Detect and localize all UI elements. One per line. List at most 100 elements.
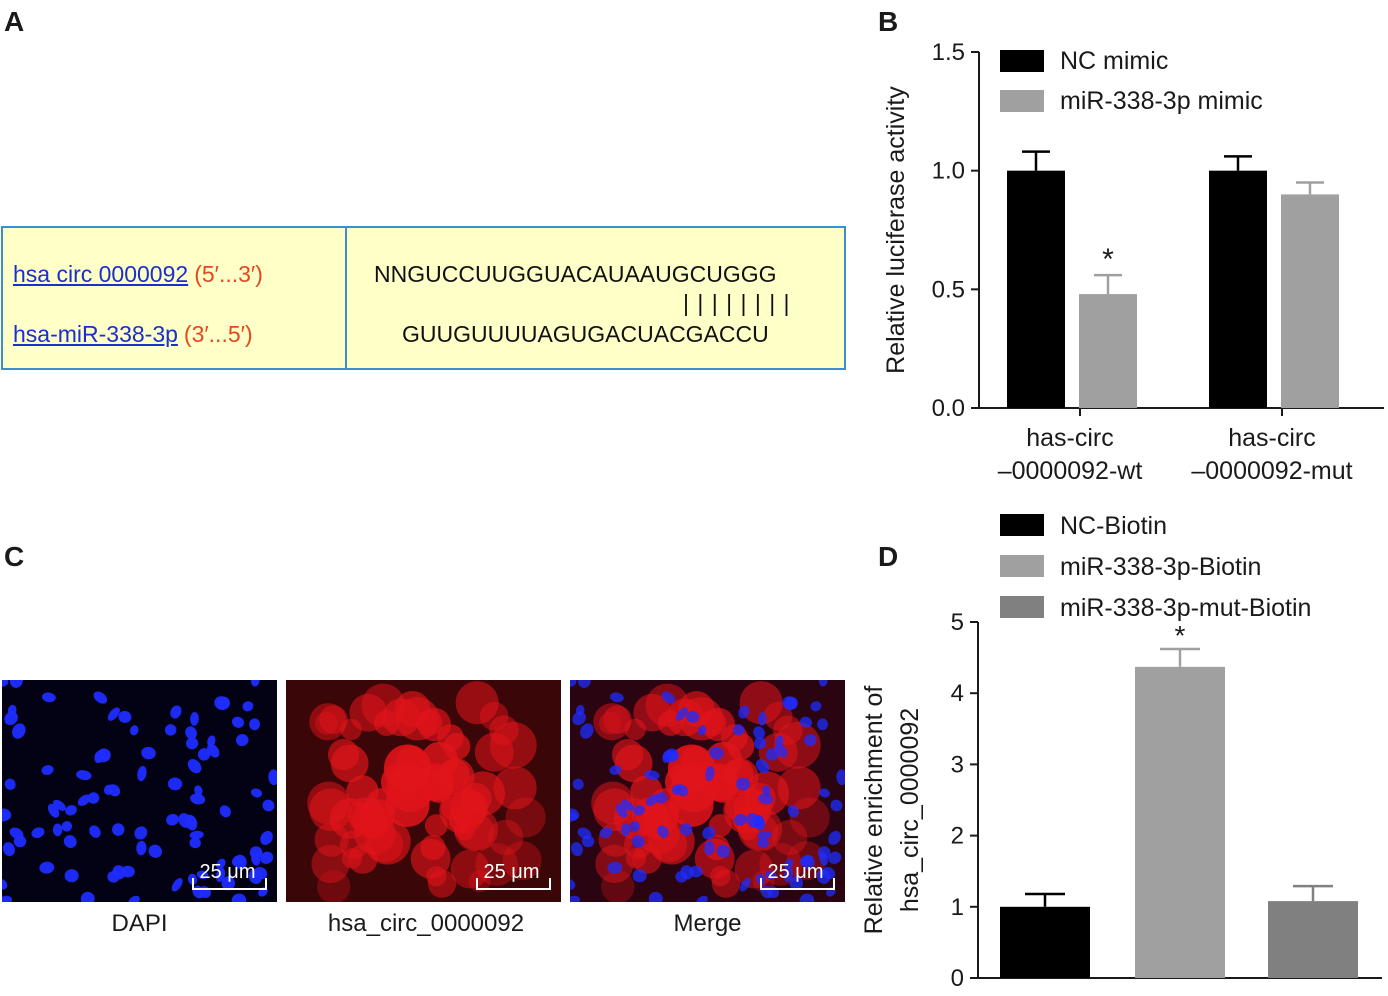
nucleus	[784, 858, 794, 870]
nucleus	[655, 792, 668, 804]
nucleus	[732, 724, 745, 736]
nucleus	[734, 813, 747, 826]
cell-signal	[489, 721, 537, 769]
cell-signal	[385, 782, 430, 827]
enrichment-bar-chart: 0 1 2 3 4 5 Relative enrichment of hsa_circ_000…	[860, 512, 1382, 992]
circrna-sequence: NNGUCCUUGGUACAUAAUGCUGGG	[374, 261, 777, 287]
nucleus	[704, 840, 715, 856]
nucleus	[784, 696, 798, 710]
nucleus	[633, 805, 645, 816]
cell-signal	[611, 738, 644, 771]
legend-label: miR-338-3p mimic	[1060, 87, 1263, 115]
cell-signal	[601, 870, 635, 902]
cell-signal	[443, 733, 471, 760]
cell-signal	[450, 849, 490, 889]
nucleus	[765, 748, 779, 761]
nucleus	[698, 725, 707, 736]
legend-label: NC mimic	[1060, 47, 1168, 75]
nucleus	[242, 701, 254, 712]
nucleus	[187, 759, 202, 774]
scale-bar	[476, 878, 551, 890]
nucleus	[570, 680, 577, 687]
legend-label: miR-338-3p-Biotin	[1060, 553, 1261, 581]
caption-merge: Merge	[673, 910, 742, 937]
mirna-row-label: hsa-miR-338-3p (3′...5′)	[13, 321, 253, 348]
nucleus	[662, 749, 673, 764]
nucleus	[686, 710, 700, 723]
legend-swatch	[1000, 90, 1044, 112]
cell-signal	[307, 781, 351, 825]
sequence-alignment-box: hsa circ 0000092 (5′...3′) hsa-miR-338-3p…	[1, 226, 846, 370]
nucleus	[709, 746, 724, 760]
micrograph-merge: 25 μm	[570, 680, 845, 902]
y-axis-label: Relative enrichment of	[860, 686, 888, 935]
significance-marker: *	[1175, 620, 1186, 651]
y-tick-label: 1	[951, 894, 964, 921]
nucleus	[166, 813, 179, 826]
cell-signal	[311, 844, 350, 884]
cell-signal	[789, 797, 830, 838]
nucleus	[2, 879, 8, 890]
nucleus	[671, 784, 681, 795]
nucleus	[148, 844, 162, 858]
cell-signal	[667, 744, 716, 792]
y-axis-label: Relative luciferase activity	[882, 86, 910, 374]
panel-label-a: A	[4, 6, 25, 37]
nucleus	[764, 870, 777, 880]
nucleus	[216, 696, 230, 710]
nucleus	[610, 692, 624, 703]
panel-label-b: B	[878, 6, 899, 37]
legend-swatch	[1000, 596, 1044, 618]
nucleus	[799, 893, 815, 902]
nucleus	[739, 877, 751, 892]
cell-signal	[424, 814, 448, 837]
nucleus	[572, 711, 586, 726]
bar	[1007, 170, 1065, 408]
nucleus	[87, 792, 100, 804]
nucleus	[112, 865, 126, 880]
cell-signal	[346, 775, 379, 808]
nucleus	[629, 821, 641, 832]
nucleus	[93, 691, 108, 704]
nucleus	[235, 733, 249, 747]
nucleus	[822, 866, 836, 880]
nucleus	[581, 835, 595, 848]
nucleus	[94, 749, 105, 764]
nucleus	[757, 837, 769, 849]
nucleus	[134, 826, 148, 840]
nucleus	[675, 707, 688, 721]
nucleus	[632, 869, 647, 883]
cell-signal	[416, 709, 443, 736]
nucleus	[103, 784, 113, 795]
nucleus	[47, 803, 60, 818]
circrna-direction: (5′...3′)	[194, 261, 263, 287]
nucleus	[80, 891, 95, 902]
bar	[1000, 906, 1090, 978]
mirna-sequence: GUUGUUUUAGUGACUACGACCU	[402, 321, 769, 347]
y-tick-label: 1.0	[932, 158, 965, 185]
nucleus	[190, 793, 206, 805]
nucleus	[570, 895, 581, 902]
cell-signal	[314, 822, 349, 857]
nucleus	[167, 777, 183, 791]
nucleus	[830, 799, 843, 812]
nucleus	[696, 895, 708, 902]
nucleus	[171, 877, 183, 892]
y-tick-label: 4	[951, 680, 964, 707]
nucleus	[577, 680, 591, 688]
cell-signal	[777, 766, 821, 810]
nucleus	[599, 827, 613, 839]
nucleus	[607, 861, 623, 874]
nucleus	[233, 854, 247, 870]
circrna-name: hsa circ 0000092	[13, 261, 189, 287]
panel-label-d: D	[878, 541, 899, 572]
significance-marker: *	[1102, 243, 1114, 276]
cell-signal	[436, 758, 475, 796]
y-tick-label: 2	[951, 823, 964, 850]
x-tick-label: –0000092-mut	[1191, 457, 1352, 485]
nucleus	[746, 813, 760, 828]
nucleus	[570, 842, 583, 857]
nucleus	[260, 851, 274, 864]
nucleus	[196, 870, 209, 880]
bar	[1281, 194, 1339, 408]
